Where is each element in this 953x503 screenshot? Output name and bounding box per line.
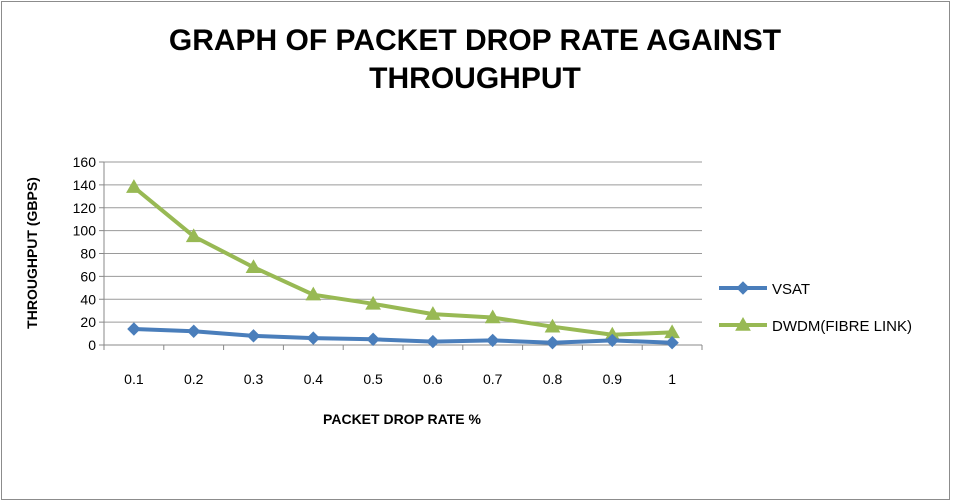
series-dwdm	[126, 179, 680, 341]
y-tick-label: 140	[73, 177, 97, 193]
data-point	[186, 324, 201, 338]
x-tick-label: 0.5	[363, 371, 383, 387]
legend-marker	[736, 281, 750, 295]
data-point	[545, 336, 560, 350]
legend-marker	[735, 316, 751, 331]
y-axis-ticks: 0 20 40 60 80 100 120 140 160	[73, 154, 97, 353]
x-tick-label: 1	[668, 371, 676, 387]
y-tick-label: 60	[80, 268, 96, 284]
series-line	[132, 185, 673, 337]
legend-label: DWDM(FIBRE LINK)	[772, 318, 912, 335]
data-point	[425, 306, 441, 320]
data-point	[426, 334, 440, 349]
data-point	[366, 332, 380, 346]
data-point	[306, 331, 321, 345]
data-point	[544, 318, 561, 333]
data-point	[365, 295, 381, 310]
data-point	[605, 333, 620, 348]
y-tick-label: 160	[73, 154, 97, 170]
legend-item: DWDM(FIBRE LINK)	[719, 316, 912, 335]
data-point	[126, 179, 142, 193]
x-tick-label: 0.2	[184, 371, 204, 387]
x-axis-label: PACKET DROP RATE %	[323, 411, 481, 427]
y-axis-label: THROUGHPUT (GBPS)	[24, 177, 40, 329]
y-tick-label: 100	[73, 223, 97, 239]
y-tick-label: 120	[73, 200, 97, 216]
x-tick-label: 0.1	[124, 371, 144, 387]
x-axis-ticks: 0.1 0.2 0.3 0.4 0.5 0.6 0.7 0.8 0.9 1	[124, 371, 676, 387]
y-tick-label: 0	[88, 337, 96, 353]
chart-title: GRAPH OF PACKET DROP RATE AGAINST THROUG…	[90, 22, 860, 98]
x-tick-label: 0.8	[543, 371, 563, 387]
data-point	[484, 309, 501, 324]
data-point	[246, 329, 261, 343]
data-point	[665, 336, 679, 350]
legend-label: VSAT	[772, 281, 810, 298]
legend: VSAT DWDM(FIBRE LINK)	[719, 281, 912, 335]
x-tick-label: 0.6	[423, 371, 443, 387]
data-point	[245, 259, 262, 273]
series-line	[133, 326, 673, 345]
legend-item: VSAT	[719, 281, 810, 298]
x-tick-label: 0.9	[603, 371, 623, 387]
data-point	[305, 286, 322, 301]
data-point	[185, 228, 202, 243]
y-tick-label: 20	[80, 314, 96, 330]
y-tick-label: 40	[80, 291, 96, 307]
chart-title-line-1: GRAPH OF PACKET DROP RATE AGAINST	[168, 24, 782, 57]
x-tick-label: 0.7	[483, 371, 503, 387]
x-tick-label: 0.3	[244, 371, 264, 387]
gridlines	[99, 161, 703, 350]
chart-title-line-2: THROUGHPUT	[369, 62, 581, 95]
data-point	[127, 322, 141, 336]
x-tick-label: 0.4	[304, 371, 324, 387]
series-layer	[126, 179, 680, 350]
data-point	[485, 333, 500, 348]
y-tick-label: 80	[80, 246, 96, 262]
series-vsat	[127, 322, 679, 350]
